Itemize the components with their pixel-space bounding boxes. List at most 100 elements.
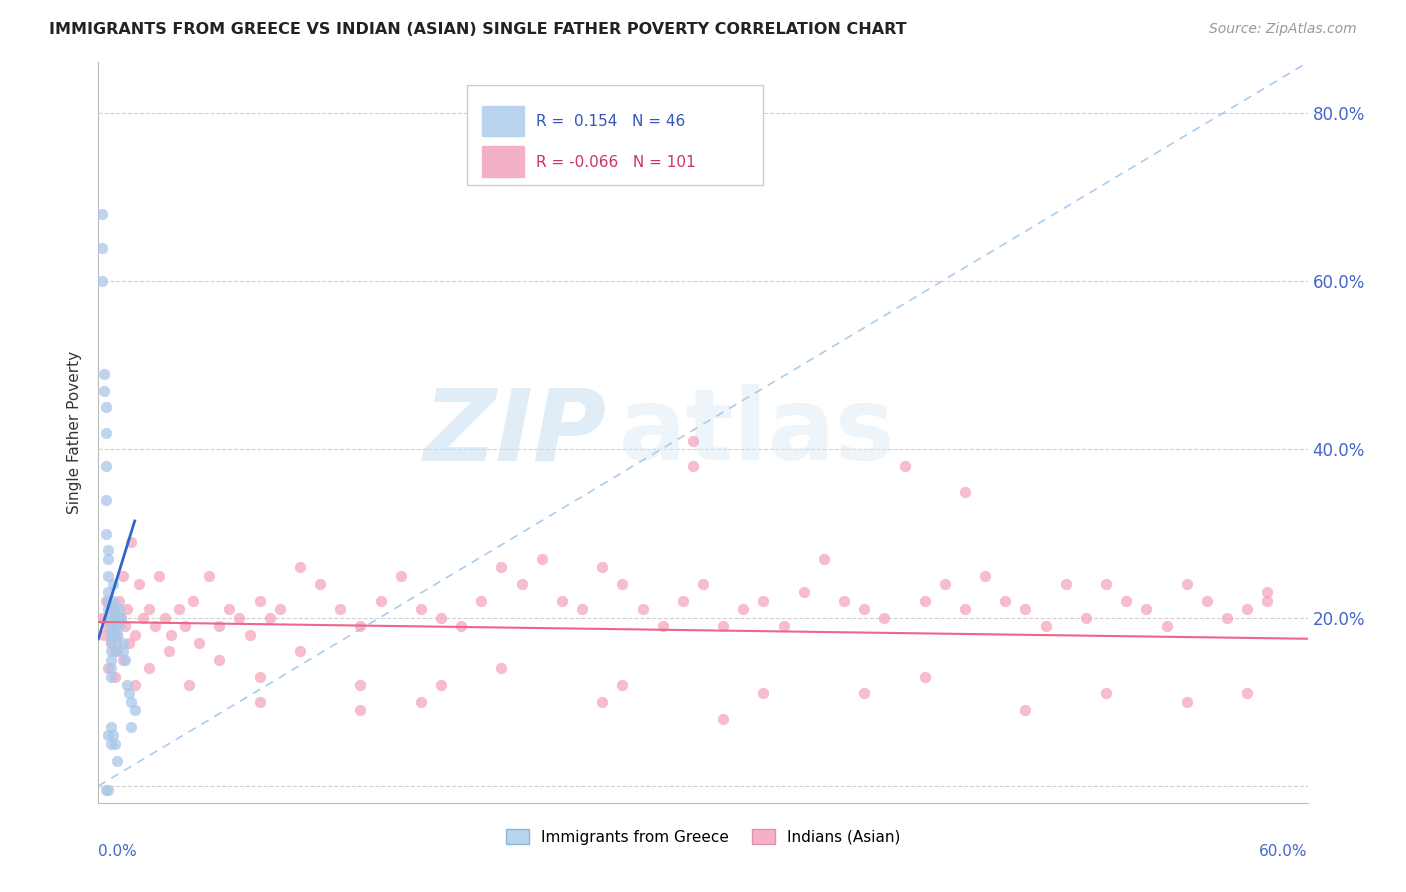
Point <box>1095 577 1118 591</box>
Point <box>1014 602 1036 616</box>
Point <box>120 720 142 734</box>
Point <box>813 551 835 566</box>
Point <box>114 653 136 667</box>
Point <box>1115 594 1137 608</box>
Point <box>1216 610 1239 624</box>
Point <box>249 594 271 608</box>
Point <box>96 783 118 797</box>
Point <box>160 627 183 641</box>
Bar <box>482 105 524 136</box>
Point <box>97 602 120 616</box>
Point <box>111 644 134 658</box>
Point <box>1095 686 1118 700</box>
Point <box>100 670 122 684</box>
Point <box>752 686 775 700</box>
Point <box>91 240 114 254</box>
Point <box>107 594 129 608</box>
Point <box>128 577 150 591</box>
Point <box>100 619 122 633</box>
Point <box>953 484 976 499</box>
Point <box>349 619 371 633</box>
Point <box>97 551 120 566</box>
Point <box>974 568 997 582</box>
Point <box>124 678 146 692</box>
Point <box>591 695 613 709</box>
Point <box>682 459 704 474</box>
Point <box>733 602 755 616</box>
Point <box>93 384 115 398</box>
Text: ZIP: ZIP <box>423 384 606 481</box>
Point <box>100 636 122 650</box>
Point <box>91 274 114 288</box>
Point <box>1156 619 1178 633</box>
Point <box>100 737 122 751</box>
Point <box>120 695 142 709</box>
Point <box>115 602 138 616</box>
Point <box>288 560 311 574</box>
Legend: Immigrants from Greece, Indians (Asian): Immigrants from Greece, Indians (Asian) <box>499 823 907 851</box>
Point <box>682 434 704 448</box>
Point <box>103 644 125 658</box>
Point <box>100 720 122 734</box>
Point <box>349 678 371 692</box>
Point <box>551 594 574 608</box>
Point <box>103 737 125 751</box>
Point <box>1054 577 1077 591</box>
Point <box>96 594 118 608</box>
Point <box>97 729 120 743</box>
Point <box>239 627 262 641</box>
Point <box>103 670 125 684</box>
Point <box>1256 585 1278 599</box>
Point <box>188 636 211 650</box>
Point <box>97 619 120 633</box>
Text: IMMIGRANTS FROM GREECE VS INDIAN (ASIAN) SINGLE FATHER POVERTY CORRELATION CHART: IMMIGRANTS FROM GREECE VS INDIAN (ASIAN)… <box>49 22 907 37</box>
Point <box>124 703 146 717</box>
Point <box>93 627 115 641</box>
Point <box>1035 619 1057 633</box>
Point <box>752 594 775 608</box>
Point <box>101 594 124 608</box>
Point <box>110 610 132 624</box>
Point <box>914 670 936 684</box>
Point <box>138 602 160 616</box>
Point <box>105 644 128 658</box>
Text: Source: ZipAtlas.com: Source: ZipAtlas.com <box>1209 22 1357 37</box>
Point <box>103 610 125 624</box>
Point <box>1135 602 1157 616</box>
Point <box>711 712 734 726</box>
Point <box>114 619 136 633</box>
Point <box>157 644 180 658</box>
Text: 0.0%: 0.0% <box>98 844 138 858</box>
Point <box>218 602 240 616</box>
Point <box>111 653 134 667</box>
Point <box>97 594 120 608</box>
Bar <box>482 146 524 177</box>
Point <box>115 678 138 692</box>
Point <box>91 207 114 221</box>
Point <box>430 678 453 692</box>
Point <box>110 610 132 624</box>
Text: R = -0.066   N = 101: R = -0.066 N = 101 <box>536 155 696 170</box>
Point <box>571 602 593 616</box>
Point <box>832 594 855 608</box>
Point <box>631 602 654 616</box>
Point <box>249 670 271 684</box>
Point <box>1175 695 1198 709</box>
Point <box>96 459 118 474</box>
Point <box>349 703 371 717</box>
Point <box>994 594 1017 608</box>
Y-axis label: Single Father Poverty: Single Father Poverty <box>67 351 83 514</box>
Point <box>208 653 231 667</box>
Point <box>672 594 695 608</box>
Point <box>491 560 513 574</box>
Point <box>1175 577 1198 591</box>
Point <box>259 610 281 624</box>
Point <box>97 783 120 797</box>
Point <box>853 686 876 700</box>
Point <box>101 610 124 624</box>
Text: 60.0%: 60.0% <box>1260 844 1308 858</box>
Point <box>772 619 794 633</box>
Point <box>198 568 221 582</box>
Point <box>1256 594 1278 608</box>
Point <box>96 401 118 415</box>
